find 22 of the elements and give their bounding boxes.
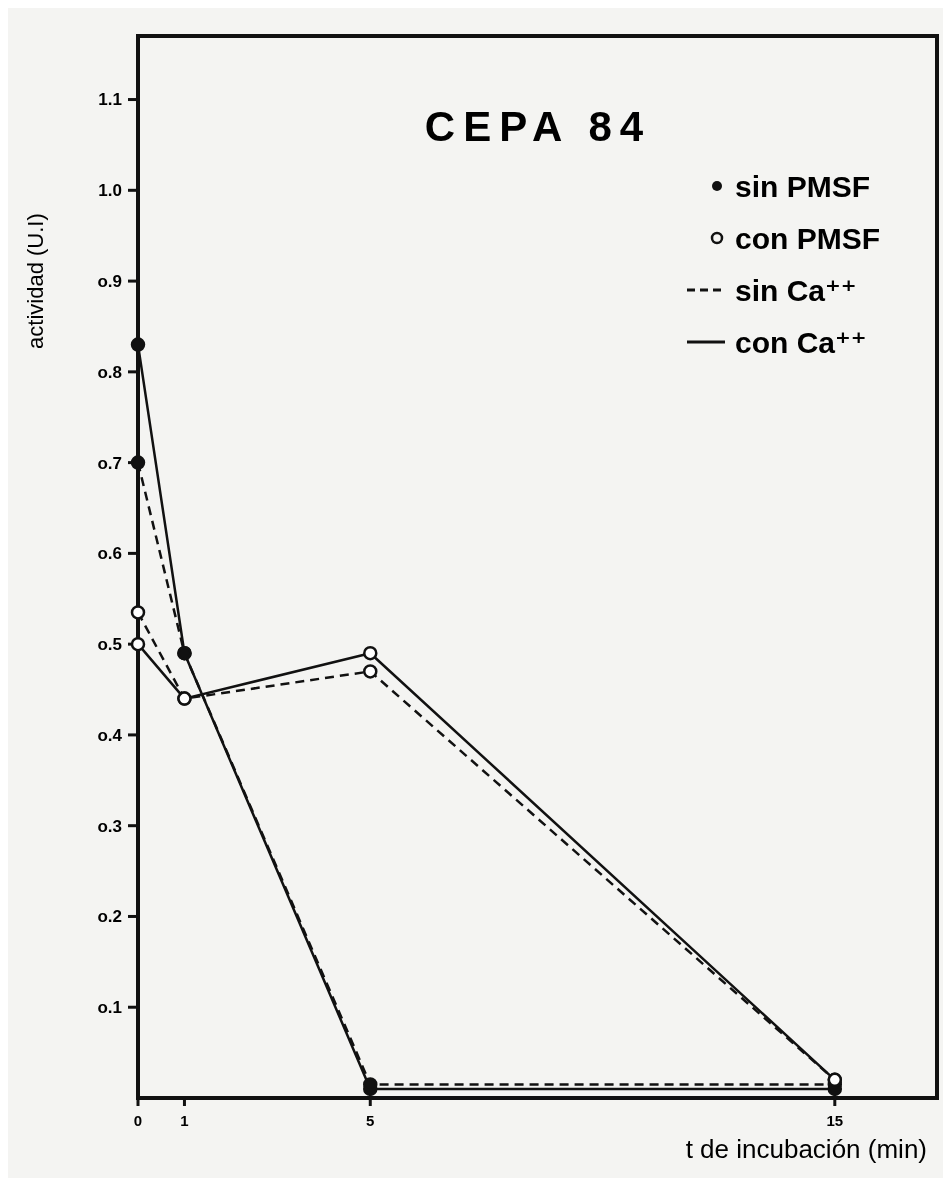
- annotation: con Ca⁺⁺: [735, 325, 867, 359]
- y-tick-label: o.9: [97, 272, 122, 292]
- y-tick-label: o.4: [97, 725, 123, 745]
- text: CEPA 84: [424, 103, 652, 150]
- y-axis-title: actividad (U.I): [23, 213, 48, 349]
- y-tick-label: o.2: [97, 907, 122, 927]
- annotation: sin Ca⁺⁺: [735, 273, 857, 307]
- y-tick-label: o.6: [97, 544, 122, 564]
- annotation: con PMSF: [735, 221, 881, 255]
- y-tick-label: 1.1: [98, 90, 122, 110]
- x-tick-label: 0: [133, 1112, 143, 1129]
- y-tick-label: 1.0: [98, 181, 122, 201]
- y-tick-label: o.8: [97, 362, 122, 382]
- x-tick-label: 1: [180, 1112, 189, 1129]
- y-tick-label: o.3: [97, 816, 122, 836]
- y-tick-label: o.1: [97, 998, 122, 1018]
- x-axis-title: t de incubación (min): [685, 1134, 927, 1164]
- y-tick-label: o.7: [97, 453, 122, 473]
- annotation: sin PMSF: [735, 169, 871, 203]
- x-tick-label: 15: [826, 1112, 844, 1129]
- y-tick-label: o.5: [97, 635, 122, 655]
- x-tick-label: 5: [366, 1112, 375, 1129]
